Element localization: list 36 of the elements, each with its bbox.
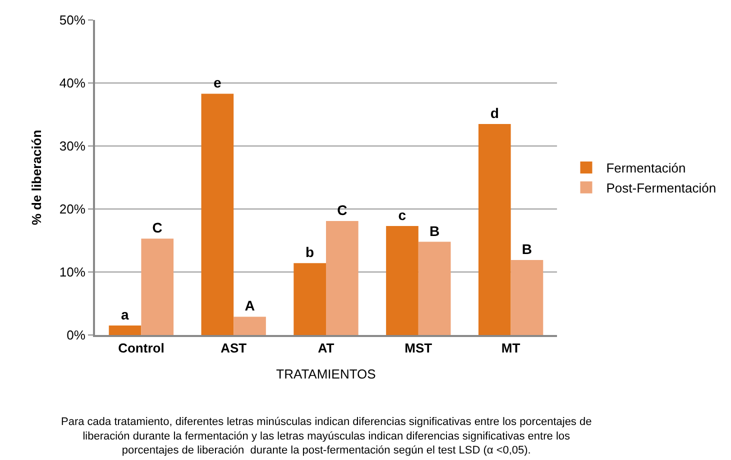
y-tick-label: 20% xyxy=(59,202,86,217)
bar xyxy=(478,124,511,335)
y-tick-label: 40% xyxy=(59,76,86,91)
x-tick-label: MST xyxy=(404,340,432,356)
bar xyxy=(234,316,266,335)
data-label: B xyxy=(522,241,532,258)
y-tick-label: 10% xyxy=(59,264,86,280)
data-label: A xyxy=(244,298,255,314)
data-label: d xyxy=(490,104,499,121)
bar xyxy=(386,226,418,335)
data-label: b xyxy=(306,244,314,260)
bar xyxy=(294,263,326,335)
data-label: C xyxy=(337,202,348,218)
y-tick-label: 30% xyxy=(59,138,86,154)
x-axis-title: TRATAMIENTOS xyxy=(276,366,376,382)
bar xyxy=(418,242,451,335)
legend-label: Fermentación xyxy=(606,160,686,176)
bar xyxy=(201,94,234,335)
x-tick-label: Control xyxy=(118,340,164,356)
y-tick-label: 50% xyxy=(59,12,86,28)
x-tick-label: MT xyxy=(501,340,520,356)
bar xyxy=(326,220,358,335)
y-tick-label: 0% xyxy=(66,328,86,343)
data-label: B xyxy=(430,222,440,239)
bar xyxy=(108,326,142,335)
x-tick-label: AT xyxy=(318,340,334,356)
text: Para cada tratamiento, diferentes letras minúsculas indican diferencias significativas entre los porcentajes de liberación durante la fermentación y las letras mayúsculas indican diferencias significativas entre los porcentajes de liberación durante la post-fermentación según el test LSD (α <0,05). xyxy=(61,416,592,457)
data-label: c xyxy=(398,207,406,224)
legend-label: Post-Fermentación xyxy=(606,180,716,196)
bar xyxy=(510,260,544,335)
bar xyxy=(141,238,174,335)
y-axis-title: % de liberación xyxy=(28,130,44,226)
data-label: a xyxy=(121,306,130,323)
x-tick-label: AST xyxy=(220,340,247,356)
data-label: e xyxy=(213,74,222,91)
data-label: C xyxy=(152,220,162,236)
